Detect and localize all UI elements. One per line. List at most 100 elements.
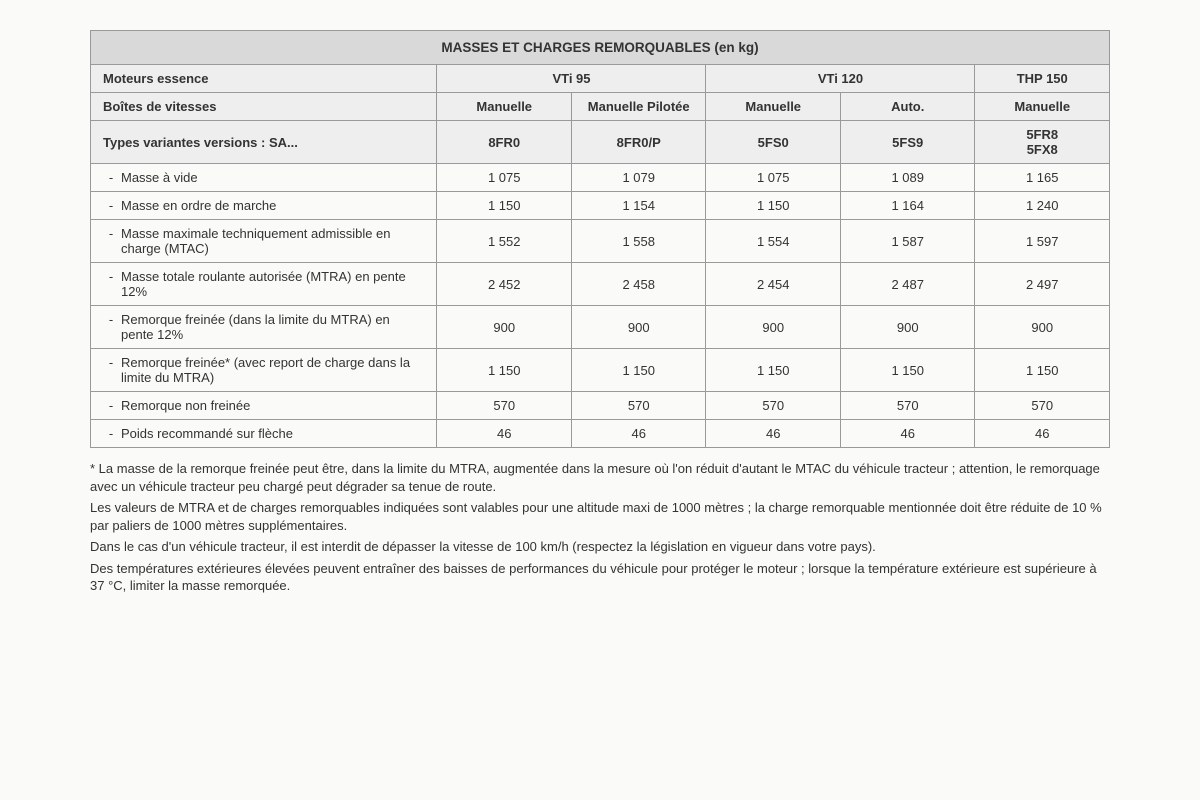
cell-value: 46: [706, 420, 841, 448]
table-row: -Remorque non freinée570570570570570: [91, 392, 1110, 420]
cell-value: 2 487: [840, 263, 975, 306]
cell-value: 1 164: [840, 192, 975, 220]
variant-col-0: 8FR0: [437, 121, 572, 164]
footnote-1: * La masse de la remorque freinée peut ê…: [90, 460, 1110, 495]
cell-value: 2 497: [975, 263, 1110, 306]
cell-value: 2 452: [437, 263, 572, 306]
row-label-text: Remorque non freinée: [121, 398, 250, 413]
row-label-text: Masse en ordre de marche: [121, 198, 276, 213]
cell-value: 2 458: [571, 263, 706, 306]
table-row: -Remorque freinée* (avec report de charg…: [91, 349, 1110, 392]
engine-col-0: VTi 95: [437, 65, 706, 93]
cell-value: 1 154: [571, 192, 706, 220]
cell-value: 1 075: [706, 164, 841, 192]
mass-table: MASSES ET CHARGES REMORQUABLES (en kg) M…: [90, 30, 1110, 448]
cell-value: 1 150: [840, 349, 975, 392]
cell-value: 1 165: [975, 164, 1110, 192]
row-label: -Poids recommandé sur flèche: [91, 420, 437, 448]
cell-value: 570: [571, 392, 706, 420]
cell-value: 1 597: [975, 220, 1110, 263]
dash-icon: -: [101, 269, 121, 284]
engine-col-1: VTi 120: [706, 65, 975, 93]
table-row: -Masse à vide1 0751 0791 0751 0891 165: [91, 164, 1110, 192]
row-label-text: Poids recommandé sur flèche: [121, 426, 293, 441]
cell-value: 1 552: [437, 220, 572, 263]
cell-value: 570: [706, 392, 841, 420]
cell-value: 1 150: [571, 349, 706, 392]
gearbox-col-4: Manuelle: [975, 93, 1110, 121]
engines-row: Moteurs essence VTi 95 VTi 120 THP 150: [91, 65, 1110, 93]
dash-icon: -: [101, 170, 121, 185]
gearbox-label: Boîtes de vitesses: [91, 93, 437, 121]
page: MASSES ET CHARGES REMORQUABLES (en kg) M…: [0, 0, 1200, 629]
table-row: -Masse totale roulante autorisée (MTRA) …: [91, 263, 1110, 306]
gearbox-col-1: Manuelle Pilotée: [571, 93, 706, 121]
variant-col-3: 5FS9: [840, 121, 975, 164]
cell-value: 1 240: [975, 192, 1110, 220]
variant-col-4: 5FR8 5FX8: [975, 121, 1110, 164]
row-label-text: Remorque freinée (dans la limite du MTRA…: [121, 312, 421, 342]
row-label-text: Masse à vide: [121, 170, 198, 185]
dash-icon: -: [101, 426, 121, 441]
dash-icon: -: [101, 198, 121, 213]
cell-value: 46: [437, 420, 572, 448]
row-label: -Masse à vide: [91, 164, 437, 192]
table-row: -Masse en ordre de marche1 1501 1541 150…: [91, 192, 1110, 220]
engine-col-2: THP 150: [975, 65, 1110, 93]
cell-value: 2 454: [706, 263, 841, 306]
gearbox-row: Boîtes de vitesses Manuelle Manuelle Pil…: [91, 93, 1110, 121]
variant-row: Types variantes versions : SA... 8FR0 8F…: [91, 121, 1110, 164]
table-title: MASSES ET CHARGES REMORQUABLES (en kg): [91, 31, 1110, 65]
cell-value: 1 089: [840, 164, 975, 192]
cell-value: 1 150: [437, 349, 572, 392]
dash-icon: -: [101, 398, 121, 413]
cell-value: 46: [975, 420, 1110, 448]
dash-icon: -: [101, 312, 121, 327]
gearbox-col-2: Manuelle: [706, 93, 841, 121]
variant-col-2: 5FS0: [706, 121, 841, 164]
engines-label: Moteurs essence: [91, 65, 437, 93]
cell-value: 1 554: [706, 220, 841, 263]
row-label: -Masse maximale techniquement admissible…: [91, 220, 437, 263]
cell-value: 1 079: [571, 164, 706, 192]
cell-value: 1 150: [975, 349, 1110, 392]
table-title-row: MASSES ET CHARGES REMORQUABLES (en kg): [91, 31, 1110, 65]
cell-value: 570: [840, 392, 975, 420]
footnote-3: Dans le cas d'un véhicule tracteur, il e…: [90, 538, 1110, 556]
cell-value: 46: [840, 420, 975, 448]
row-label: -Masse en ordre de marche: [91, 192, 437, 220]
cell-value: 1 558: [571, 220, 706, 263]
cell-value: 900: [437, 306, 572, 349]
row-label: -Masse totale roulante autorisée (MTRA) …: [91, 263, 437, 306]
row-label: -Remorque non freinée: [91, 392, 437, 420]
dash-icon: -: [101, 355, 121, 370]
table-row: -Poids recommandé sur flèche4646464646: [91, 420, 1110, 448]
variant-label: Types variantes versions : SA...: [91, 121, 437, 164]
cell-value: 1 150: [437, 192, 572, 220]
cell-value: 1 075: [437, 164, 572, 192]
row-label: -Remorque freinée* (avec report de charg…: [91, 349, 437, 392]
cell-value: 1 587: [840, 220, 975, 263]
gearbox-col-3: Auto.: [840, 93, 975, 121]
row-label-text: Masse totale roulante autorisée (MTRA) e…: [121, 269, 421, 299]
cell-value: 900: [706, 306, 841, 349]
table-row: -Masse maximale techniquement admissible…: [91, 220, 1110, 263]
cell-value: 900: [571, 306, 706, 349]
cell-value: 900: [840, 306, 975, 349]
cell-value: 570: [975, 392, 1110, 420]
footnote-4: Des températures extérieures élevées peu…: [90, 560, 1110, 595]
row-label-text: Masse maximale techniquement admissible …: [121, 226, 421, 256]
row-label-text: Remorque freinée* (avec report de charge…: [121, 355, 421, 385]
table-row: -Remorque freinée (dans la limite du MTR…: [91, 306, 1110, 349]
cell-value: 1 150: [706, 349, 841, 392]
row-label: -Remorque freinée (dans la limite du MTR…: [91, 306, 437, 349]
footnote-2: Les valeurs de MTRA et de charges remorq…: [90, 499, 1110, 534]
cell-value: 570: [437, 392, 572, 420]
cell-value: 46: [571, 420, 706, 448]
variant-col-1: 8FR0/P: [571, 121, 706, 164]
cell-value: 1 150: [706, 192, 841, 220]
footnotes: * La masse de la remorque freinée peut ê…: [90, 460, 1110, 595]
gearbox-col-0: Manuelle: [437, 93, 572, 121]
dash-icon: -: [101, 226, 121, 241]
cell-value: 900: [975, 306, 1110, 349]
